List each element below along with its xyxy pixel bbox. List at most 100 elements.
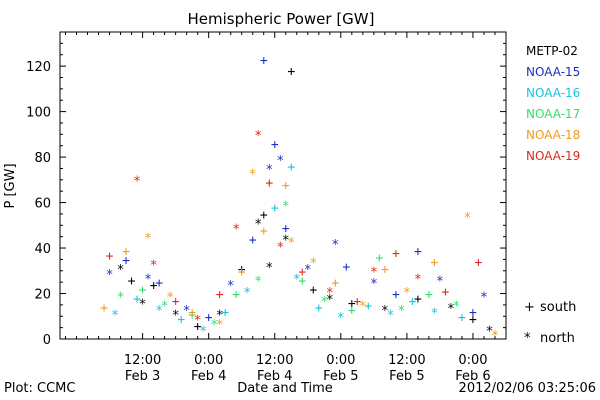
x-tick-label-date: Feb 5 (323, 369, 358, 384)
north-noaa-18-point: * (216, 318, 224, 333)
north-noaa-19-point: * (133, 175, 141, 190)
plot-credit: Plot: CCMC (4, 381, 75, 396)
north-metp-02-point: * (486, 325, 494, 340)
y-tick-label: 0 (43, 333, 51, 348)
y-axis-label: P [GW] (3, 163, 18, 208)
south-noaa-15-point: + (342, 260, 350, 275)
x-tick-label-date: Feb 4 (191, 369, 226, 384)
north-noaa-18-point: * (359, 300, 367, 315)
north-noaa-17-point: * (397, 304, 405, 319)
south-noaa-18-point: + (282, 178, 290, 193)
chart-title: Hemispheric Power [GW] (188, 10, 375, 28)
south-marker-label: south (540, 300, 576, 315)
north-noaa-15-point: * (436, 275, 444, 290)
legend-item-noaa-19: NOAA-19 (526, 149, 580, 163)
plot-area-frame (59, 31, 507, 340)
legend-item-metp-02: METP-02 (526, 44, 578, 58)
south-noaa-15-point: + (205, 310, 213, 325)
x-tick-label-time: 12:00 (256, 353, 293, 368)
south-metp-02-point: + (414, 292, 422, 307)
south-metp-02-point: + (309, 283, 317, 298)
x-tick-label-time: 12:00 (388, 353, 425, 368)
north-marker-symbol: * (524, 331, 531, 346)
north-noaa-17-point: * (320, 295, 328, 310)
north-noaa-15-point: * (265, 163, 273, 178)
south-noaa-15-point: + (392, 288, 400, 303)
x-tick-label-time: 0:00 (458, 353, 487, 368)
south-metp-02-point: + (348, 297, 356, 312)
south-noaa-16-point: + (364, 299, 372, 314)
legend-item-noaa-15: NOAA-15 (526, 65, 580, 79)
legend-item-noaa-16: NOAA-16 (526, 86, 580, 100)
x-axis-label: Date and Time (237, 381, 333, 396)
south-noaa-15-point: + (122, 253, 130, 268)
north-noaa-15-point: * (106, 268, 114, 283)
north-noaa-17-point: * (210, 318, 218, 333)
south-noaa-18-point: + (122, 244, 130, 259)
south-metp-02-point: + (469, 313, 477, 328)
north-noaa-17-point: * (282, 200, 290, 215)
north-metp-02-point: * (172, 309, 180, 324)
south-noaa-17-point: + (375, 251, 383, 266)
north-noaa-19-point: * (414, 272, 422, 287)
north-noaa-18-point: * (464, 211, 472, 226)
south-metp-02-point: + (287, 65, 295, 80)
south-noaa-17-point: + (348, 303, 356, 318)
south-noaa-18-point: + (431, 256, 439, 271)
south-noaa-17-point: + (425, 288, 433, 303)
south-noaa-17-point: + (139, 283, 147, 298)
north-noaa-17-point: * (117, 291, 125, 306)
north-metp-02-point: * (326, 293, 334, 308)
north-metp-02-point: * (265, 261, 273, 276)
south-noaa-18-point: + (100, 301, 108, 316)
south-noaa-16-point: + (133, 292, 141, 307)
y-tick-label: 120 (26, 60, 51, 75)
north-metp-02-point: * (216, 309, 224, 324)
south-noaa-15-point: + (282, 222, 290, 237)
south-metp-02-point: + (150, 278, 158, 293)
south-noaa-19-point: + (442, 285, 450, 300)
south-noaa-19-point: + (216, 288, 224, 303)
north-noaa-18-point: * (166, 291, 174, 306)
south-noaa-17-point: + (298, 274, 306, 289)
legend: METP-02 NOAA-15 NOAA-16 NOAA-17 NOAA-18 NOAA-… (526, 44, 580, 163)
south-metp-02-point: + (128, 274, 136, 289)
north-noaa-19-point: * (232, 222, 240, 237)
south-noaa-17-point: + (188, 308, 196, 323)
south-noaa-16-point: + (271, 201, 279, 216)
north-noaa-15-point: * (370, 277, 378, 292)
north-noaa-16-point: * (386, 309, 394, 324)
north-noaa-18-point: * (309, 256, 317, 271)
south-noaa-19-point: + (353, 294, 361, 309)
north-noaa-17-point: * (161, 300, 169, 315)
south-metp-02-point: + (238, 263, 246, 278)
south-noaa-17-point: + (232, 288, 240, 303)
south-noaa-16-point: + (221, 306, 229, 321)
south-noaa-15-point: + (249, 233, 257, 248)
y-tick-label: 80 (34, 151, 51, 166)
south-noaa-16-point: + (287, 160, 295, 175)
x-tick-label-date: Feb 6 (455, 369, 490, 384)
north-noaa-18-point: * (491, 329, 499, 344)
data-points: *+*+*+*+*+*+*+* +*+*+**+* +* +*++*+*+**+*++… (100, 53, 499, 344)
north-noaa-15-point: * (331, 238, 339, 253)
north-noaa-18-point: * (287, 236, 295, 251)
north-noaa-19-point: * (150, 259, 158, 274)
north-noaa-17-point: * (453, 300, 461, 315)
north-noaa-19-point: * (370, 266, 378, 281)
south-marker-symbol: + (524, 300, 535, 315)
south-noaa-16-point: + (408, 294, 416, 309)
south-noaa-18-point: + (381, 263, 389, 278)
y-tick-label: 60 (34, 197, 51, 212)
x-tick-label-date: Feb 4 (257, 369, 292, 384)
north-noaa-16-point: * (111, 309, 119, 324)
north-metp-02-point: * (139, 297, 147, 312)
north-noaa-18-point: * (144, 231, 152, 246)
south-noaa-15-point: + (271, 137, 279, 152)
y-tick-label: 20 (34, 288, 51, 303)
north-noaa-16-point: * (337, 311, 345, 326)
north-metp-02-point: * (254, 218, 262, 233)
south-noaa-18-point: + (331, 276, 339, 291)
x-tick-label-time: 12:00 (124, 353, 161, 368)
